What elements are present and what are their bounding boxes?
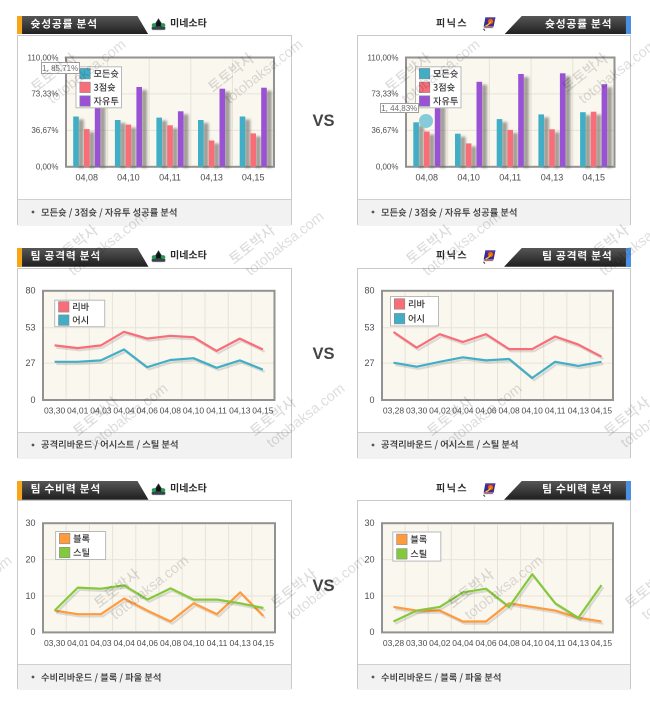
svg-text:10: 10 — [364, 591, 374, 601]
svg-text:04,11: 04,11 — [544, 638, 565, 648]
svg-text:30: 30 — [25, 518, 35, 528]
svg-text:04,06: 04,06 — [475, 638, 497, 648]
svg-text:04,01: 04,01 — [67, 638, 89, 648]
svg-text:04,08: 04,08 — [498, 405, 520, 415]
svg-text:04,13: 04,13 — [229, 405, 251, 415]
svg-text:04,08: 04,08 — [415, 172, 438, 182]
svg-text:04,03: 04,03 — [90, 638, 112, 648]
svg-text:30: 30 — [364, 518, 374, 528]
svg-text:04,08: 04,08 — [76, 172, 99, 182]
svg-text:36,67%: 36,67% — [371, 126, 398, 135]
svg-text:0: 0 — [369, 394, 374, 404]
svg-text:04,15: 04,15 — [582, 172, 605, 182]
svg-text:04,01: 04,01 — [67, 405, 89, 415]
svg-text:04,06: 04,06 — [137, 405, 159, 415]
svg-text:73,33%: 73,33% — [371, 89, 398, 98]
svg-text:04,10: 04,10 — [521, 638, 543, 648]
svg-text:04,13: 04,13 — [567, 405, 589, 415]
svg-text:80: 80 — [25, 285, 35, 295]
svg-text:04,10: 04,10 — [117, 172, 140, 182]
svg-text:04,04: 04,04 — [113, 405, 135, 415]
svg-text:20: 20 — [25, 555, 35, 565]
svg-text:04,10: 04,10 — [521, 405, 543, 415]
svg-text:04,02: 04,02 — [429, 405, 451, 415]
svg-text:0,00%: 0,00% — [375, 162, 398, 171]
svg-text:110,00%: 110,00% — [367, 53, 398, 62]
svg-text:03,30: 03,30 — [406, 405, 428, 415]
svg-text:04,11: 04,11 — [544, 405, 565, 415]
svg-text:04,02: 04,02 — [429, 638, 451, 648]
svg-text:04,10: 04,10 — [457, 172, 480, 182]
svg-text:04,04: 04,04 — [452, 638, 474, 648]
svg-text:03,30: 03,30 — [44, 405, 66, 415]
svg-text:03,28: 03,28 — [382, 405, 404, 415]
svg-text:0: 0 — [30, 394, 35, 404]
svg-text:0,00%: 0,00% — [36, 162, 59, 171]
svg-text:04,10: 04,10 — [183, 638, 205, 648]
svg-text:04,15: 04,15 — [252, 405, 274, 415]
svg-text:04,10: 04,10 — [183, 405, 205, 415]
svg-text:04,13: 04,13 — [567, 638, 589, 648]
svg-text:0: 0 — [369, 627, 374, 637]
svg-text:03,30: 03,30 — [44, 638, 66, 648]
svg-text:04,15: 04,15 — [590, 405, 612, 415]
svg-text:04,08: 04,08 — [498, 638, 520, 648]
svg-text:36,67%: 36,67% — [31, 126, 58, 135]
svg-text:04,06: 04,06 — [137, 638, 159, 648]
svg-text:53: 53 — [25, 322, 35, 332]
svg-text:04,04: 04,04 — [114, 638, 136, 648]
svg-text:04,13: 04,13 — [200, 172, 223, 182]
svg-text:53: 53 — [364, 322, 374, 332]
svg-text:27: 27 — [364, 357, 374, 367]
svg-text:04,11: 04,11 — [207, 638, 228, 648]
svg-text:03,30: 03,30 — [406, 638, 428, 648]
svg-text:04,13: 04,13 — [540, 172, 563, 182]
svg-text:totobaksa.com: totobaksa.com — [639, 553, 650, 624]
svg-text:04,13: 04,13 — [230, 638, 252, 648]
svg-text:04,04: 04,04 — [452, 405, 474, 415]
svg-text:04,15: 04,15 — [253, 638, 275, 648]
svg-text:04,08: 04,08 — [160, 405, 182, 415]
svg-text:04,11: 04,11 — [159, 172, 181, 182]
svg-text:0: 0 — [30, 627, 35, 637]
svg-text:80: 80 — [364, 285, 374, 295]
svg-text:04,15: 04,15 — [242, 172, 265, 182]
svg-text:04,11: 04,11 — [499, 172, 521, 182]
svg-text:10: 10 — [25, 591, 35, 601]
svg-text:73,33%: 73,33% — [31, 89, 58, 98]
svg-text:totobaksa.com: totobaksa.com — [0, 553, 15, 624]
svg-text:27: 27 — [25, 357, 35, 367]
svg-text:04,06: 04,06 — [475, 405, 497, 415]
svg-text:04,11: 04,11 — [206, 405, 227, 415]
svg-text:110,00%: 110,00% — [28, 53, 59, 62]
svg-text:04,03: 04,03 — [90, 405, 112, 415]
svg-text:20: 20 — [364, 555, 374, 565]
svg-text:03,28: 03,28 — [382, 638, 404, 648]
svg-text:04,08: 04,08 — [160, 638, 182, 648]
svg-text:04,15: 04,15 — [590, 638, 612, 648]
